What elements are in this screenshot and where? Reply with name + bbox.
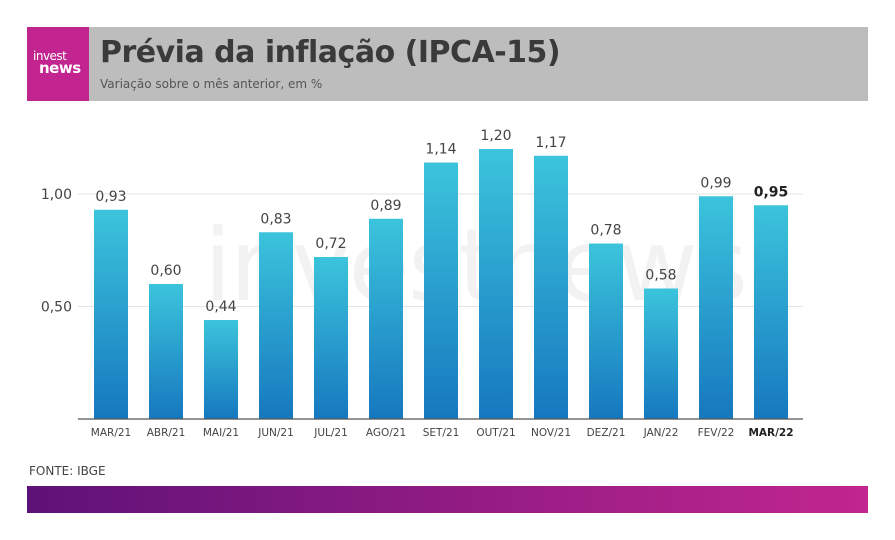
data-label: 0,83	[260, 211, 291, 227]
bar	[369, 218, 403, 419]
logo-text-invest: invest	[33, 49, 67, 63]
bar	[259, 232, 293, 419]
y-tick-label: 0,50	[41, 300, 72, 316]
data-label: 1,14	[425, 142, 456, 158]
x-tick-label: OUT/21	[476, 427, 515, 439]
bar	[754, 205, 788, 419]
data-label: 0,93	[95, 189, 126, 205]
bar	[204, 320, 238, 419]
y-tick-label: 1,00	[41, 187, 72, 203]
bar	[94, 209, 128, 419]
chart-header: invest news Prévia da inflação (IPCA-15)…	[27, 27, 868, 101]
bar	[314, 257, 348, 419]
x-tick-label: MAR/22	[748, 427, 793, 439]
bar-chart: investnews 0,501,00 0,930,600,440,830,72…	[41, 128, 803, 439]
x-tick-label: JUL/21	[313, 427, 348, 439]
chart-title: Prévia da inflação (IPCA-15)	[100, 35, 561, 70]
bar	[644, 288, 678, 419]
x-tick-label: MAI/21	[203, 427, 239, 439]
data-label: 0,95	[754, 184, 789, 200]
data-label: 1,20	[480, 128, 511, 144]
x-tick-label: SET/21	[423, 427, 460, 439]
data-label: 1,17	[535, 135, 566, 151]
bar	[424, 162, 458, 419]
data-label: 0,99	[700, 175, 731, 191]
footer-gradient-bar	[27, 486, 868, 513]
x-tick-label: ABR/21	[147, 427, 186, 439]
data-label: 0,60	[150, 263, 181, 279]
source-note: FONTE: IBGE	[29, 464, 106, 478]
x-tick-label: JUN/21	[257, 427, 294, 439]
bar	[699, 196, 733, 419]
data-label: 0,58	[645, 268, 676, 284]
x-tick-label: AGO/21	[366, 427, 406, 439]
data-label: 0,89	[370, 198, 401, 214]
x-tick-label: MAR/21	[91, 427, 131, 439]
bar	[534, 155, 568, 419]
chart-subtitle: Variação sobre o mês anterior, em %	[100, 77, 323, 91]
bar	[149, 284, 183, 419]
x-tick-label: FEV/22	[698, 427, 735, 439]
data-label: 0,44	[205, 299, 236, 315]
logo-text-news: news	[39, 59, 81, 77]
x-tick-label: DEZ/21	[587, 427, 626, 439]
data-label: 0,78	[590, 223, 621, 239]
x-tick-label: JAN/22	[643, 427, 679, 439]
bar	[589, 243, 623, 419]
data-label: 0,72	[315, 236, 346, 252]
bar	[479, 149, 513, 419]
x-tick-label: NOV/21	[531, 427, 571, 439]
investnews-logo: invest news	[27, 27, 89, 101]
